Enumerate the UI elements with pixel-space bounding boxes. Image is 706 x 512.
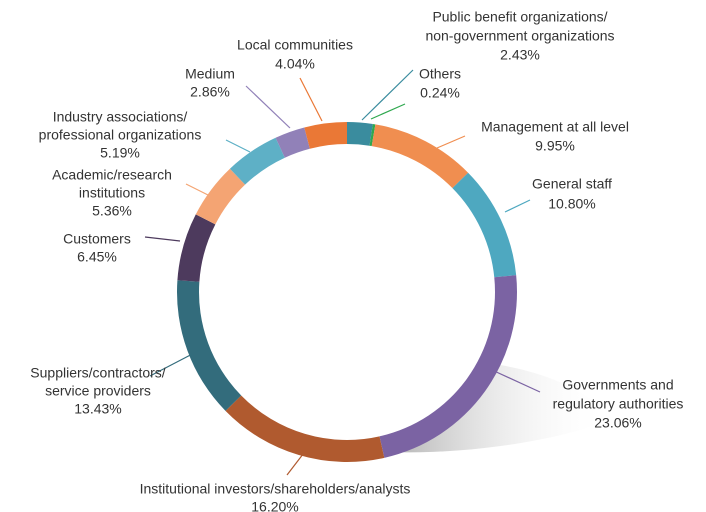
segment-label: Others <box>419 66 461 82</box>
leader-line <box>185 183 211 197</box>
donut-segment <box>177 214 216 282</box>
segment-label: Academic/research <box>52 167 172 183</box>
leader-line <box>504 199 531 213</box>
segment-label: Industry associations/ <box>53 109 188 125</box>
leader-line <box>361 69 414 121</box>
segment-label: Institutional investors/shareholders/ana… <box>140 481 411 497</box>
value-label: 6.45% <box>77 249 117 265</box>
segment-label: Governments and <box>562 377 673 393</box>
segment-label: professional organizations <box>39 127 202 143</box>
donut-segment <box>275 127 310 158</box>
value-label: 9.95% <box>535 138 575 154</box>
donut-segment <box>229 137 285 185</box>
segment-label: non-government organizations <box>425 28 614 44</box>
leader-line <box>149 349 201 377</box>
leader-line <box>225 139 251 153</box>
donut-segment <box>304 122 347 149</box>
value-label: 23.06% <box>594 415 641 431</box>
segment-label: Local communities <box>237 37 353 53</box>
value-label: 2.86% <box>190 84 230 100</box>
donut-segment <box>371 124 469 189</box>
segment-label: Public benefit organizations/ <box>432 9 607 25</box>
segment-label: institutions <box>79 185 145 201</box>
donut-segment <box>369 123 376 147</box>
value-label: 10.80% <box>548 196 595 212</box>
leader-line <box>245 85 291 129</box>
donut-segment <box>379 275 517 458</box>
segment-label: service providers <box>45 383 151 399</box>
segment-label: Medium <box>185 66 235 82</box>
leader-line <box>491 369 541 393</box>
value-label: 0.24% <box>420 85 460 101</box>
leader-line <box>436 135 466 149</box>
donut-segment <box>225 395 385 462</box>
value-label: 5.36% <box>92 203 132 219</box>
donut-segment <box>195 168 246 225</box>
segment-label: Suppliers/contractors/ <box>30 365 166 381</box>
donut-segment <box>177 280 242 411</box>
leader-line <box>144 236 181 242</box>
donut-segment <box>452 172 517 278</box>
leader-line <box>370 103 406 120</box>
leader-line <box>299 77 323 122</box>
leader-line <box>286 444 311 476</box>
value-label: 13.43% <box>74 401 121 417</box>
value-label: 5.19% <box>100 145 140 161</box>
segment-label: General staff <box>532 176 612 192</box>
segment-label: Customers <box>63 231 131 247</box>
segment-label: Management at all level <box>481 119 629 135</box>
value-label: 2.43% <box>500 47 540 63</box>
segment-label: regulatory authorities <box>553 396 684 412</box>
value-label: 4.04% <box>275 56 315 72</box>
donut-segment <box>347 122 373 146</box>
value-label: 16.20% <box>251 499 298 512</box>
